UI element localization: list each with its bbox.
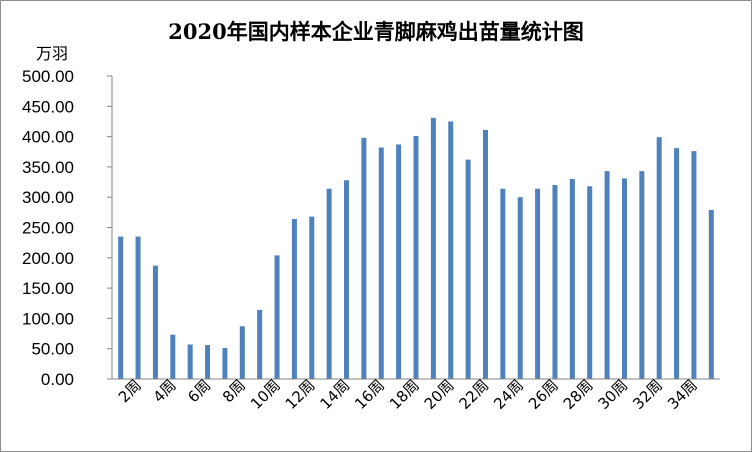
- bar-18周: [413, 135, 419, 379]
- bar-23周: [500, 188, 506, 379]
- bar-33周: [674, 148, 680, 379]
- y-axis-tick-label: 200.00: [22, 249, 74, 268]
- x-axis-tick-label: 4周: [150, 376, 180, 406]
- bar-3周: [152, 265, 158, 379]
- x-axis-tick-label: 10周: [247, 376, 284, 413]
- bar-28周: [587, 186, 593, 379]
- y-axis-tick-label: 350.00: [22, 158, 74, 177]
- y-axis-tick-label: 100.00: [22, 309, 74, 328]
- bar-6周: [205, 345, 211, 379]
- x-axis-tick-label: 14周: [317, 376, 354, 413]
- bar-34周: [691, 151, 697, 379]
- bar-22周: [482, 129, 488, 379]
- bar-32周: [656, 137, 662, 379]
- x-axis-tick-label: 12周: [282, 376, 319, 413]
- bar-8周: [239, 326, 245, 379]
- x-axis-tick-label: 26周: [525, 376, 562, 413]
- x-axis-tick-label: 18周: [386, 376, 423, 413]
- bar-26周: [552, 185, 558, 379]
- y-axis-tick-label: 50.00: [31, 340, 74, 359]
- bar-10周: [274, 255, 280, 379]
- x-axis-tick-label: 8周: [219, 376, 249, 406]
- bar-27周: [569, 179, 575, 379]
- x-axis-tick-labels: 2周 4周 6周 8周10周12周14周16周18周20周22周24周26周28周30…: [115, 376, 701, 413]
- bar-16周: [378, 147, 384, 379]
- y-axis-tick-labels: 0.00 50.00 100.00 150.00 200.00 250.00 300.00 3…: [22, 67, 112, 389]
- bar-30周: [621, 178, 627, 379]
- x-axis-tick-label: 28周: [560, 376, 597, 413]
- x-axis-tick-label: 6周: [184, 376, 214, 406]
- bar-35周: [708, 209, 714, 379]
- bar-13周: [326, 188, 332, 379]
- chart-title: 2020年国内样本企业青脚麻鸡出苗量统计图: [168, 19, 583, 44]
- x-axis-tick-label: 34周: [664, 376, 701, 413]
- bar-19周: [430, 117, 436, 379]
- bar-2周: [135, 236, 141, 379]
- x-axis-tick-label: 20周: [421, 376, 458, 413]
- y-axis-tick-label: 150.00: [22, 279, 74, 298]
- bar-15周: [361, 137, 367, 379]
- y-axis-tick-label: 300.00: [22, 188, 74, 207]
- bar-11周: [291, 219, 297, 379]
- x-axis-tick-label: 16周: [351, 376, 388, 413]
- y-axis-tick-label: 250.00: [22, 219, 74, 238]
- bar-5周: [187, 344, 193, 379]
- x-axis-tick-label: 30周: [594, 376, 631, 413]
- x-axis-tick-label: 24周: [490, 376, 527, 413]
- x-axis-tick-label: 2周: [115, 376, 145, 406]
- bar-1周: [118, 236, 124, 379]
- y-axis-tick-label: 400.00: [22, 128, 74, 147]
- bar-17周: [396, 144, 402, 379]
- x-axis-tick-label: 22周: [455, 376, 492, 413]
- y-axis-tick-label: 0.00: [41, 370, 74, 389]
- bar-25周: [535, 188, 541, 379]
- y-axis-tick-label: 500.00: [22, 67, 74, 86]
- bar-21周: [465, 159, 471, 379]
- bar-4周: [170, 334, 176, 379]
- y-axis-unit-label: 万羽: [36, 44, 68, 63]
- bars: [118, 117, 714, 379]
- bar-12周: [309, 216, 315, 379]
- bar-31周: [639, 171, 645, 379]
- x-axis-tick-label: 32周: [629, 376, 666, 413]
- bar-20周: [448, 121, 454, 379]
- bar-14周: [344, 180, 350, 379]
- bar-29周: [604, 171, 610, 379]
- y-axis-tick-label: 450.00: [22, 97, 74, 116]
- bar-24周: [517, 197, 523, 379]
- bar-7周: [222, 348, 228, 379]
- bar-9周: [257, 309, 263, 379]
